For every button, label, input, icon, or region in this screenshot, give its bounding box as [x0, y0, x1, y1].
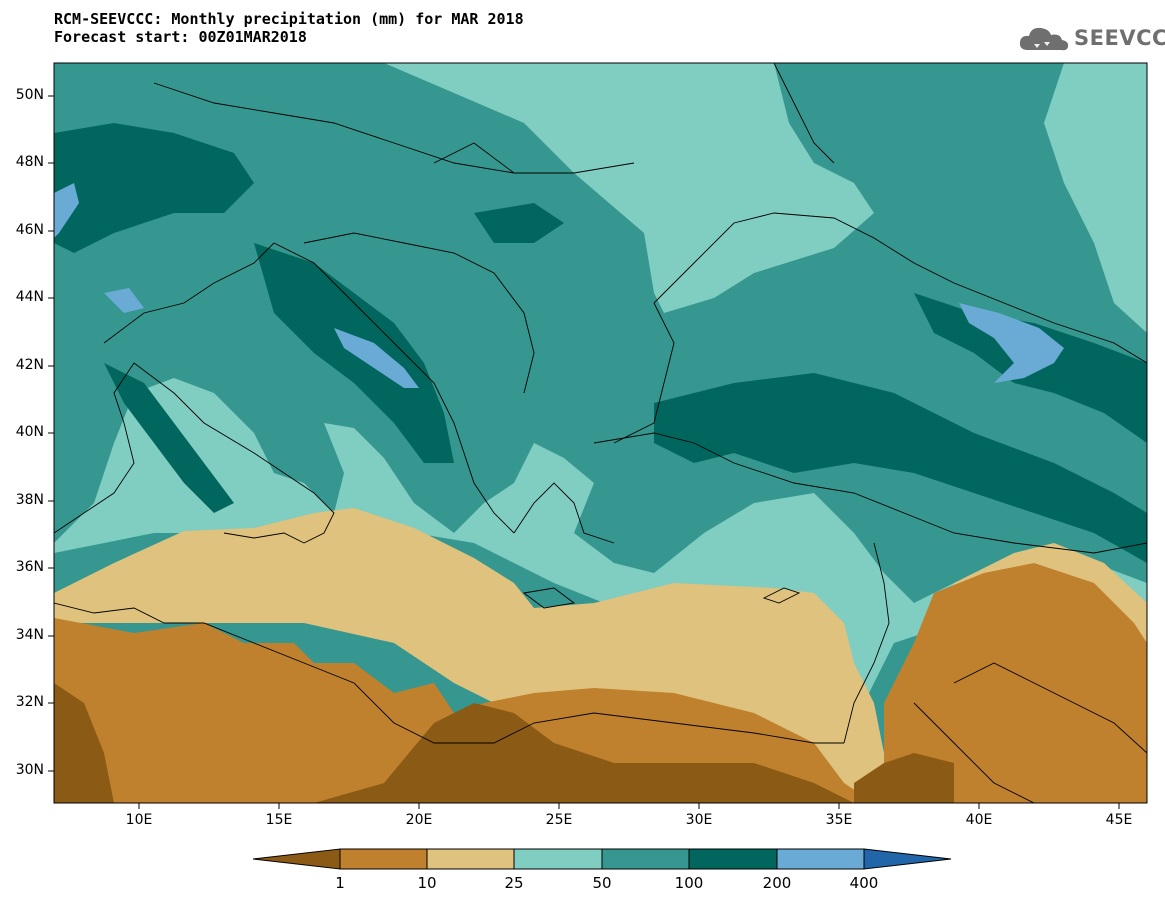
lat-label-34n: 34N	[15, 627, 44, 643]
colorbar-segment-7	[863, 848, 952, 870]
map-title: RCM-SEEVCCC: Monthly precipitation (mm) …	[54, 10, 524, 46]
lat-label-32n: 32N	[15, 694, 44, 710]
lat-label-30n: 30N	[15, 762, 44, 778]
lat-label-36n: 36N	[15, 559, 44, 575]
lat-label-46n: 46N	[15, 222, 44, 238]
lon-label-10e: 10E	[125, 812, 153, 828]
lat-label-44n: 44N	[15, 289, 44, 305]
colorbar-segment-5	[688, 848, 778, 870]
lon-label-35e: 35E	[825, 812, 853, 828]
colorbar-label-50: 50	[592, 874, 612, 892]
seevccc-logo: SEEVCCC	[1018, 24, 1165, 54]
colorbar-segment-2	[426, 848, 515, 870]
lat-label-48n: 48N	[15, 154, 44, 170]
lon-label-45e: 45E	[1105, 812, 1133, 828]
colorbar-label-200: 200	[762, 874, 792, 892]
colorbar-label-10: 10	[417, 874, 437, 892]
lon-label-15e: 15E	[265, 812, 293, 828]
lon-label-20e: 20E	[405, 812, 433, 828]
lon-label-25e: 25E	[545, 812, 573, 828]
colorbar-segment-0	[252, 848, 341, 870]
colorbar-segment-3	[513, 848, 603, 870]
title-line-1: RCM-SEEVCCC: Monthly precipitation (mm) …	[54, 10, 524, 28]
colorbar-label-25: 25	[504, 874, 524, 892]
title-line-2: Forecast start: 00Z01MAR2018	[54, 28, 307, 46]
lat-label-40n: 40N	[15, 424, 44, 440]
logo-text: SEEVCCC	[1074, 26, 1165, 50]
lat-label-38n: 38N	[15, 492, 44, 508]
colorbar-segment-4	[601, 848, 690, 870]
colorbar-label-100: 100	[674, 874, 704, 892]
lon-label-30e: 30E	[685, 812, 713, 828]
cloud-icon	[1019, 27, 1069, 51]
colorbar-label-1: 1	[335, 874, 345, 892]
lon-label-40e: 40E	[965, 812, 993, 828]
colorbar-segment-1	[339, 848, 428, 870]
lat-label-42n: 42N	[15, 357, 44, 373]
lat-label-50n: 50N	[15, 87, 44, 103]
colorbar-segment-6	[776, 848, 865, 870]
colorbar-label-400: 400	[849, 874, 879, 892]
